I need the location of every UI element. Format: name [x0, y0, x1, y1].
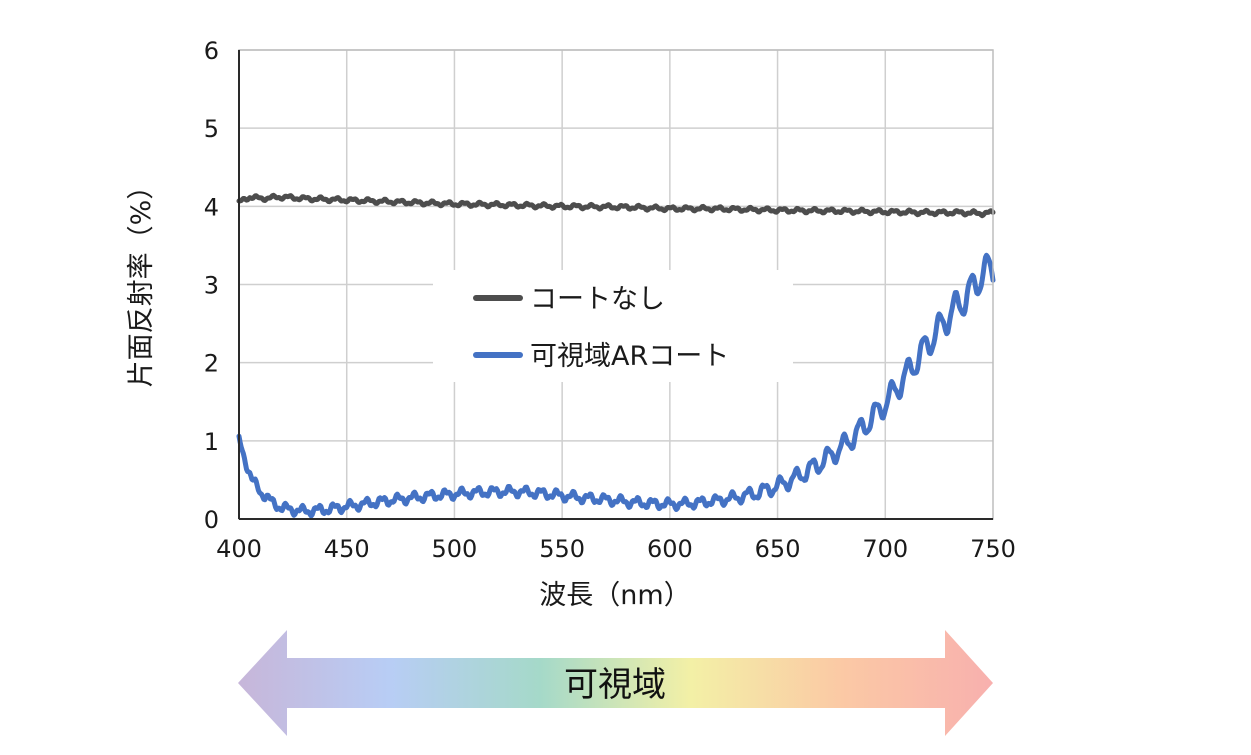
axes [238, 49, 994, 520]
y-tick-label: 4 [204, 193, 219, 221]
y-tick-label: 1 [204, 428, 219, 456]
legend-background [433, 270, 793, 382]
legend-label-ar-coat: 可視域ARコート [530, 341, 729, 372]
series-line-uncoated [236, 192, 996, 219]
x-axis-title: 波長（nm） [539, 580, 690, 611]
y-tick-label: 0 [204, 506, 219, 534]
x-tick-label: 550 [539, 535, 585, 563]
x-tick-label: 450 [324, 535, 370, 563]
visible-band-arrow: 可視域 [238, 630, 993, 736]
x-tick-label: 500 [432, 535, 478, 563]
legend-label-uncoated: コートなし [530, 284, 665, 315]
legend: コートなし 可視域ARコート [433, 270, 793, 382]
y-tick-label: 6 [204, 37, 219, 65]
x-tick-label: 400 [216, 535, 262, 563]
x-tick-label: 700 [862, 535, 908, 563]
x-tick-label: 750 [970, 535, 1016, 563]
y-axis-title: 片面反射率（%） [126, 173, 157, 388]
series-layer [236, 192, 996, 519]
x-tick-label: 650 [755, 535, 801, 563]
y-tick-label: 2 [204, 350, 219, 378]
tick-labels: 400 450 500 550 600 650 700 750 0 1 2 3 4 5 6 [204, 37, 1016, 563]
y-tick-label: 3 [204, 272, 219, 300]
series-line-ar-coat [236, 252, 996, 519]
y-tick-label: 5 [204, 115, 219, 143]
x-tick-label: 600 [647, 535, 693, 563]
visible-band-label: 可視域 [564, 665, 666, 705]
visible-band-shape [238, 630, 993, 736]
